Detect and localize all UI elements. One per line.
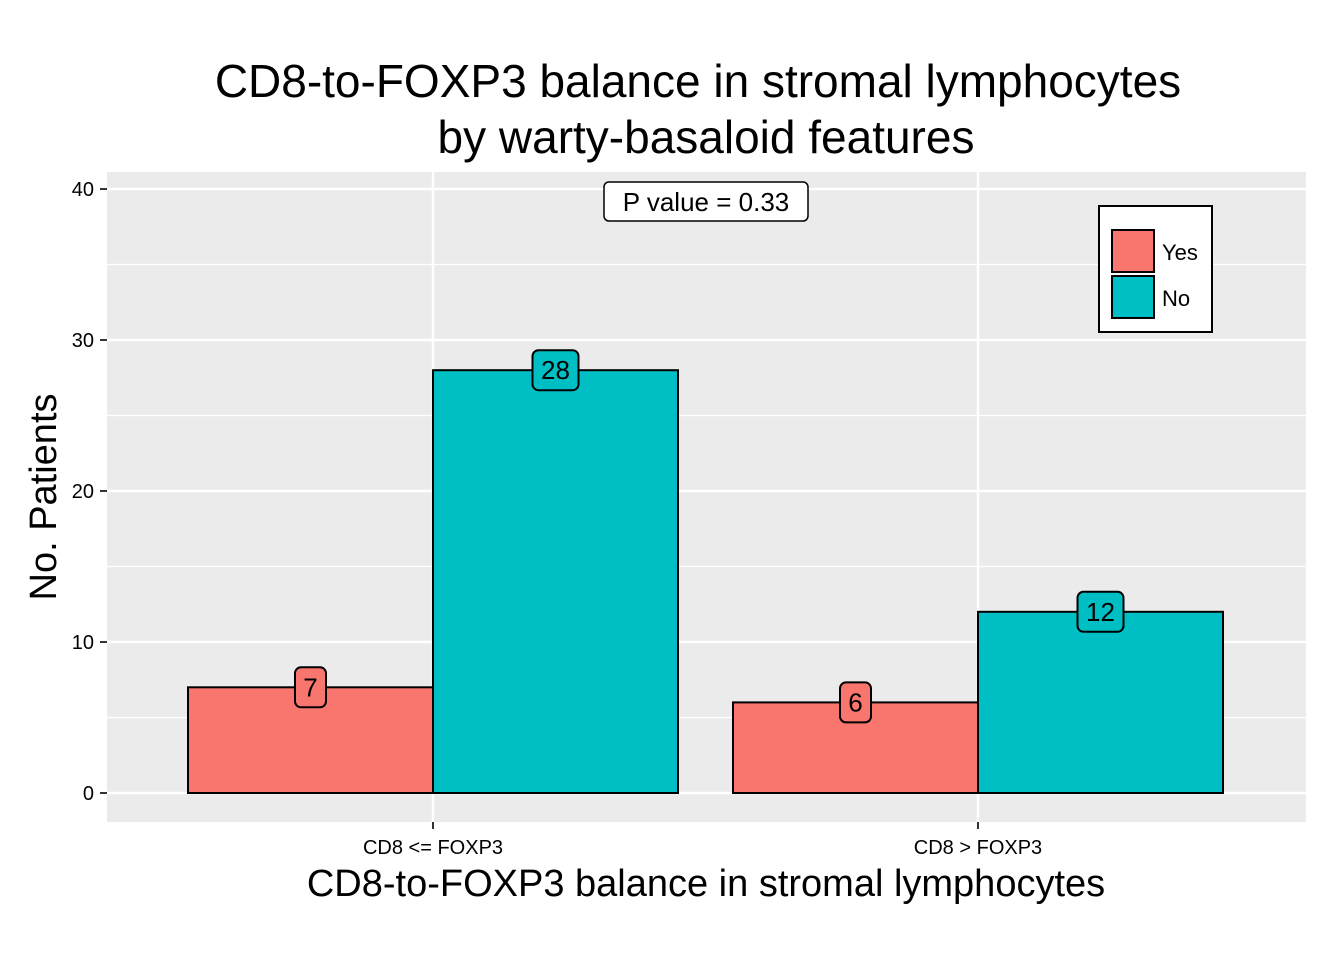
- svg-text:P value = 0.33: P value = 0.33: [623, 187, 790, 217]
- svg-text:6: 6: [848, 687, 862, 717]
- x-tick-label: CD8 <= FOXP3: [363, 837, 503, 859]
- legend: Yes No: [1098, 205, 1213, 333]
- y-tick-label: 10: [72, 632, 94, 654]
- data-label: 7: [294, 666, 327, 709]
- bar-no-0: [432, 369, 679, 794]
- data-label: 6: [839, 681, 872, 724]
- svg-text:28: 28: [541, 355, 570, 385]
- svg-text:7: 7: [303, 672, 317, 702]
- data-labels: 7 28 6 12: [294, 349, 1125, 724]
- y-tick-label: 20: [72, 481, 94, 503]
- svg-text:12: 12: [1086, 597, 1115, 627]
- x-axis-title: CD8-to-FOXP3 balance in stromal lymphocy…: [307, 863, 1105, 905]
- y-axis-title: No. Patients: [23, 394, 65, 601]
- x-tick-label: CD8 > FOXP3: [914, 837, 1042, 859]
- legend-label-no: No: [1162, 286, 1190, 311]
- y-axis: 0 10 20 30 40: [72, 179, 107, 805]
- legend-key-no: [1111, 275, 1155, 319]
- data-label: 28: [531, 349, 580, 392]
- bars: [187, 369, 1224, 795]
- y-tick-label: 40: [72, 179, 94, 201]
- bar-no-1: [977, 610, 1224, 794]
- chart-title-line-1: CD8-to-FOXP3 balance in stromal lymphocy…: [215, 55, 1181, 107]
- chart-title-line-2: by warty-basaloid features: [438, 111, 975, 163]
- x-axis: CD8 <= FOXP3 CD8 > FOXP3: [363, 822, 1042, 859]
- legend-label-yes: Yes: [1162, 240, 1198, 265]
- y-tick-label: 0: [83, 783, 94, 805]
- p-value-annotation: P value = 0.33: [603, 181, 809, 222]
- data-label: 12: [1076, 590, 1125, 633]
- y-tick-label: 30: [72, 330, 94, 352]
- legend-key-yes: [1111, 229, 1155, 273]
